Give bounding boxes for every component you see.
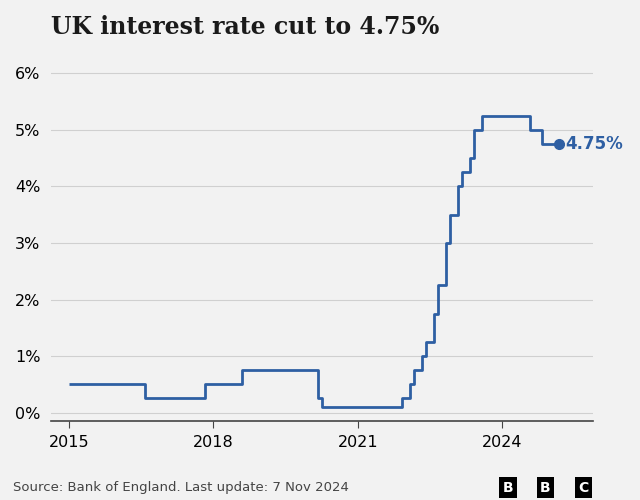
Text: C: C xyxy=(578,480,588,494)
Text: B: B xyxy=(502,480,513,494)
Text: UK interest rate cut to 4.75%: UK interest rate cut to 4.75% xyxy=(51,15,439,39)
Text: B: B xyxy=(540,480,551,494)
Text: 4.75%: 4.75% xyxy=(564,135,623,153)
Text: Source: Bank of England. Last update: 7 Nov 2024: Source: Bank of England. Last update: 7 … xyxy=(13,481,349,494)
